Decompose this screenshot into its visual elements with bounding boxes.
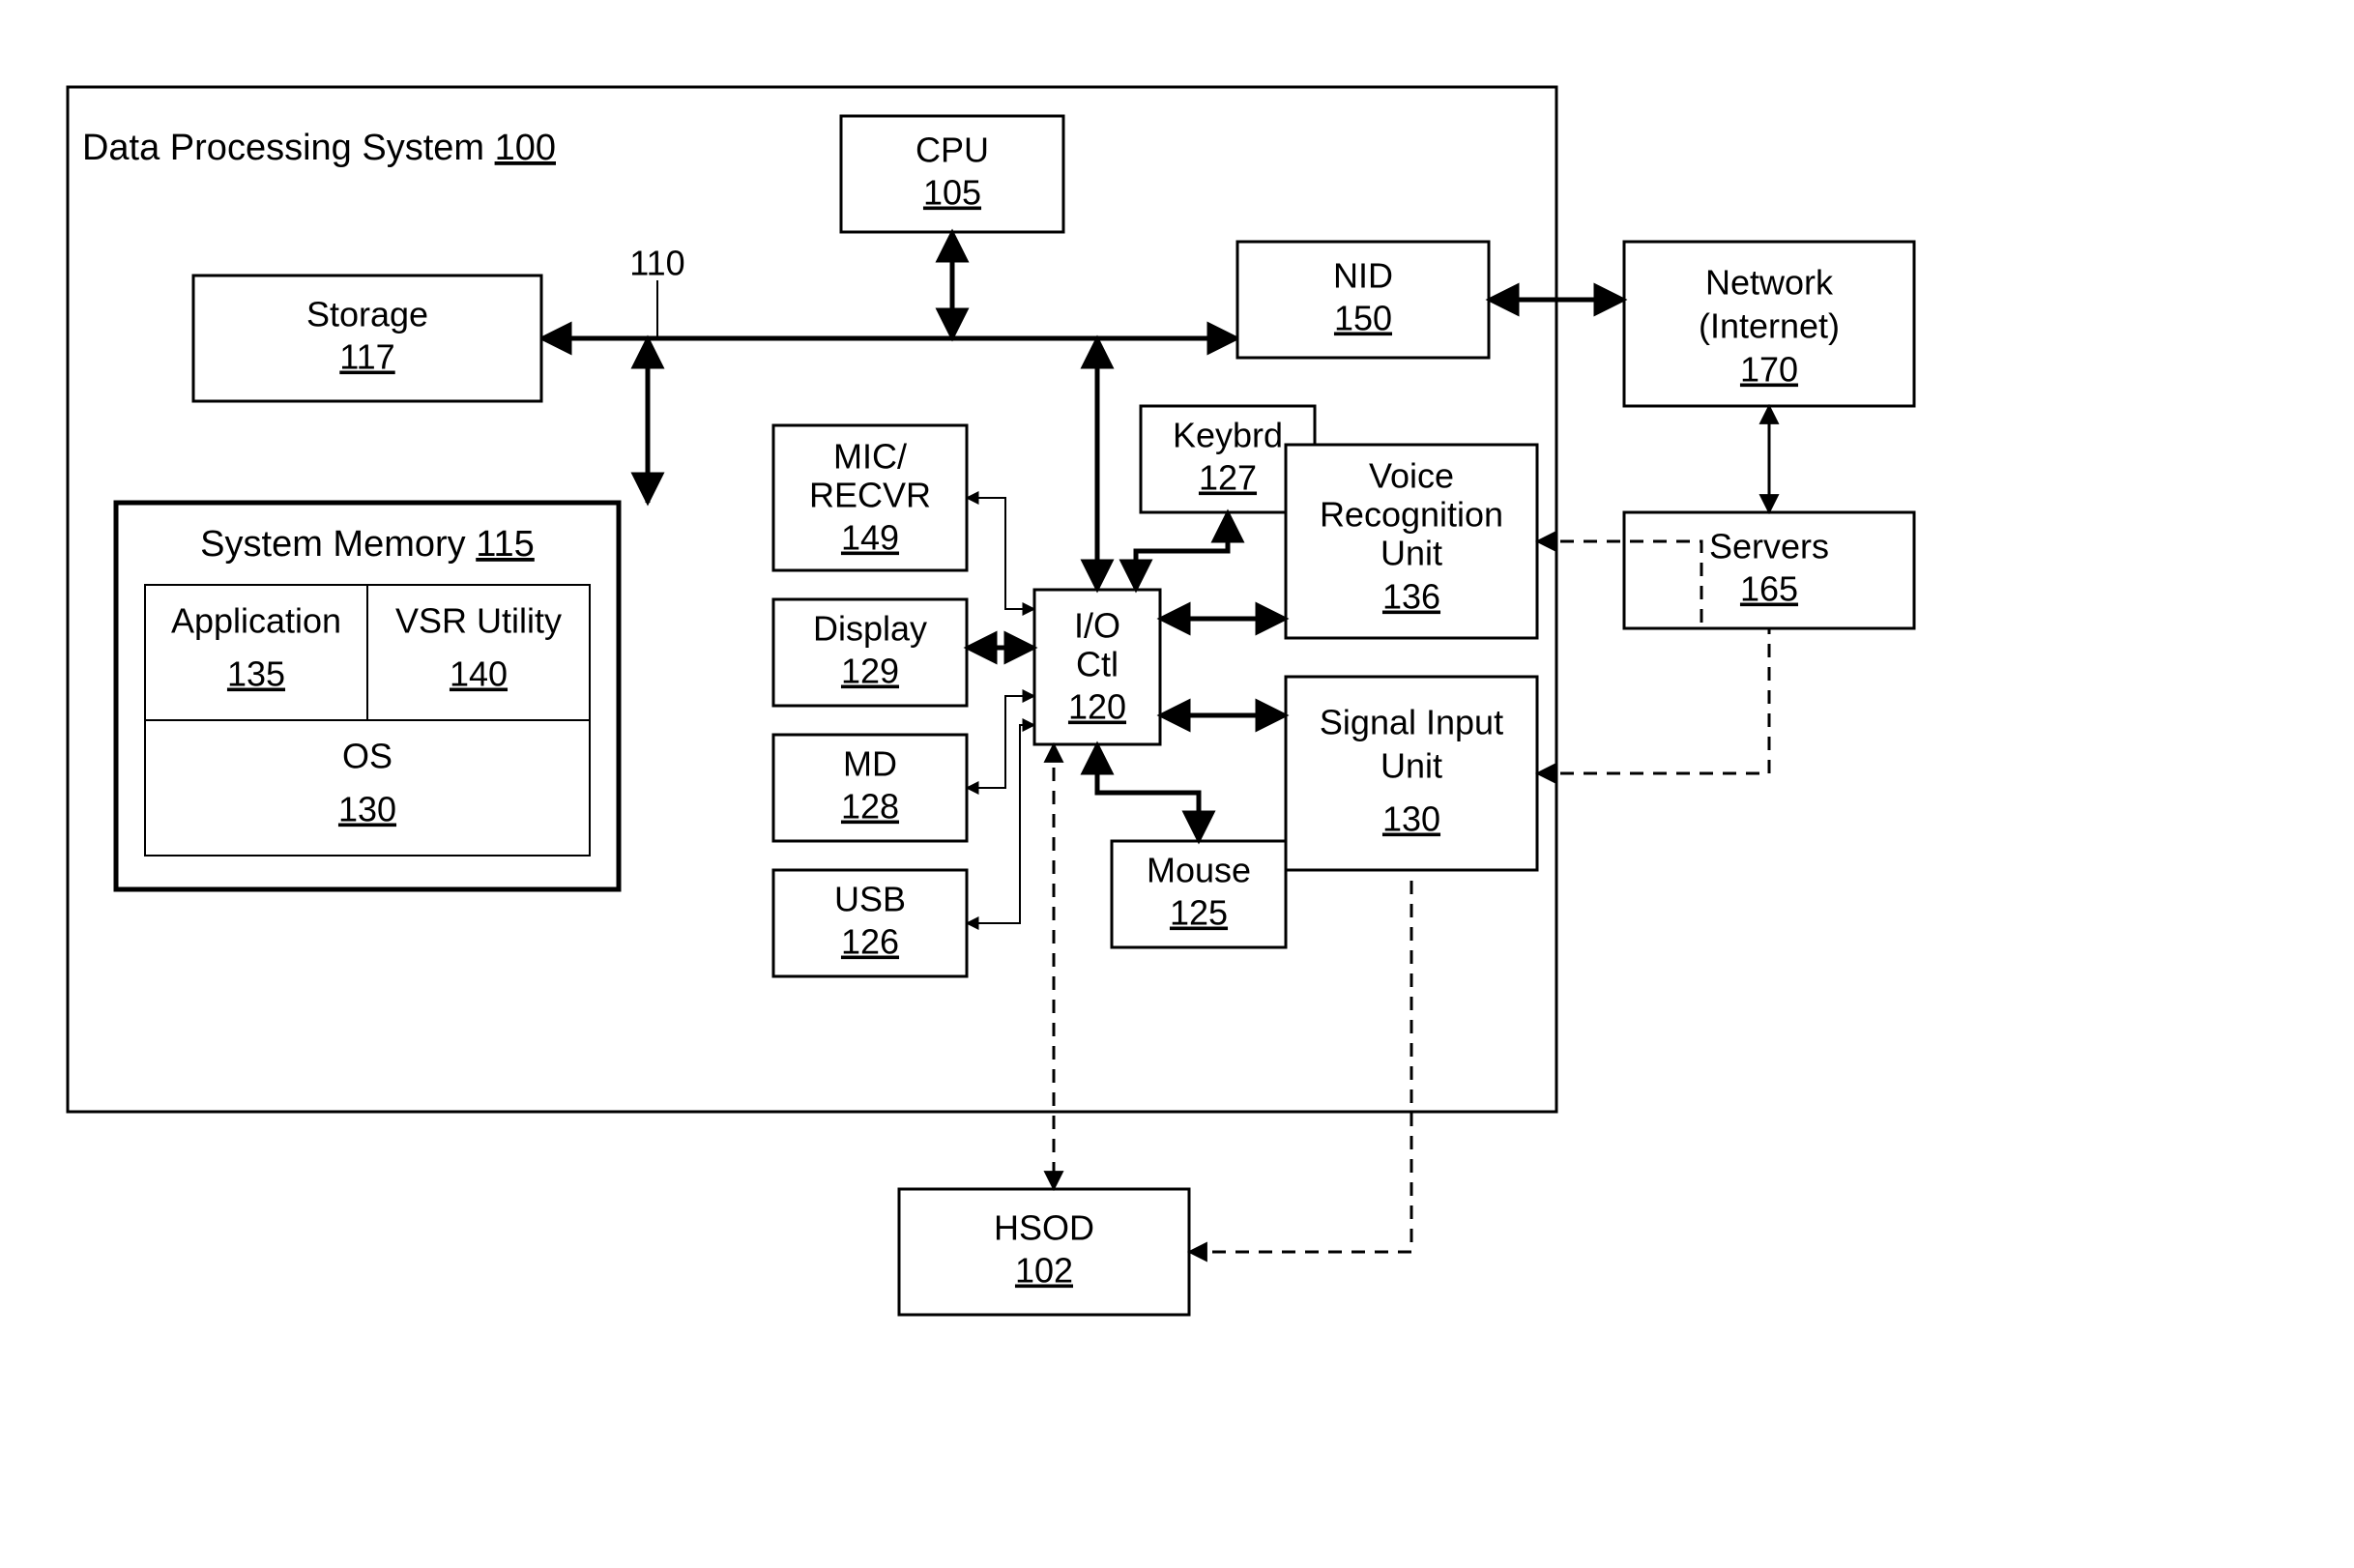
keybrd-label: Keybrd — [1173, 416, 1283, 455]
ioctl-label1: I/O — [1074, 606, 1120, 646]
storage-label: Storage — [306, 295, 428, 334]
hsod-label: HSOD — [994, 1208, 1094, 1248]
servers-label: Servers — [1709, 527, 1829, 566]
hsod-num: 102 — [1015, 1251, 1073, 1291]
keybrd-num: 127 — [1199, 458, 1257, 498]
signal-label2: Unit — [1380, 746, 1442, 786]
mic-label2: RECVR — [809, 476, 931, 515]
mic-num: 149 — [841, 518, 899, 558]
signal-label1: Signal Input — [1320, 703, 1503, 742]
ioctl-num: 120 — [1068, 687, 1126, 727]
md-label: MD — [843, 744, 897, 784]
display-num: 129 — [841, 652, 899, 691]
voice-label3: Unit — [1380, 534, 1442, 573]
system-title: Data Processing System 100 — [82, 128, 556, 168]
mouse-num: 125 — [1170, 893, 1228, 933]
nid-num: 150 — [1334, 299, 1392, 338]
md-num: 128 — [841, 787, 899, 827]
conn-17 — [1537, 628, 1769, 773]
network-label1: Network — [1705, 263, 1834, 303]
signal-num: 130 — [1382, 799, 1440, 839]
cpu-num: 105 — [923, 173, 981, 213]
usb-label: USB — [834, 880, 906, 919]
servers-num: 165 — [1740, 569, 1798, 609]
display-label: Display — [813, 609, 927, 649]
diagram-canvas: Data Processing System 100 110 CPU105 Stora… — [0, 0, 2354, 1568]
vsr-num: 140 — [450, 654, 508, 694]
os-num: 130 — [338, 790, 396, 829]
mouse-label: Mouse — [1147, 851, 1251, 890]
storage-num: 117 — [339, 337, 394, 377]
vsr-label: VSR Utility — [395, 601, 562, 641]
ioctl-label2: Ctl — [1076, 645, 1119, 684]
usb-num: 126 — [841, 922, 899, 962]
os-label: OS — [342, 737, 392, 776]
cpu-label: CPU — [915, 131, 989, 170]
voice-label2: Recognition — [1320, 495, 1503, 535]
voice-label1: Voice — [1369, 456, 1454, 496]
app-num: 135 — [227, 654, 285, 694]
nid-label: NID — [1333, 256, 1393, 296]
network-label2: (Internet) — [1699, 306, 1840, 346]
mic-label1: MIC/ — [833, 437, 907, 477]
voice-num: 136 — [1382, 577, 1440, 617]
bus-label: 110 — [629, 244, 684, 283]
sysmem-title: System Memory 115 — [200, 524, 535, 565]
network-num: 170 — [1740, 350, 1798, 390]
app-label: Application — [171, 601, 341, 641]
